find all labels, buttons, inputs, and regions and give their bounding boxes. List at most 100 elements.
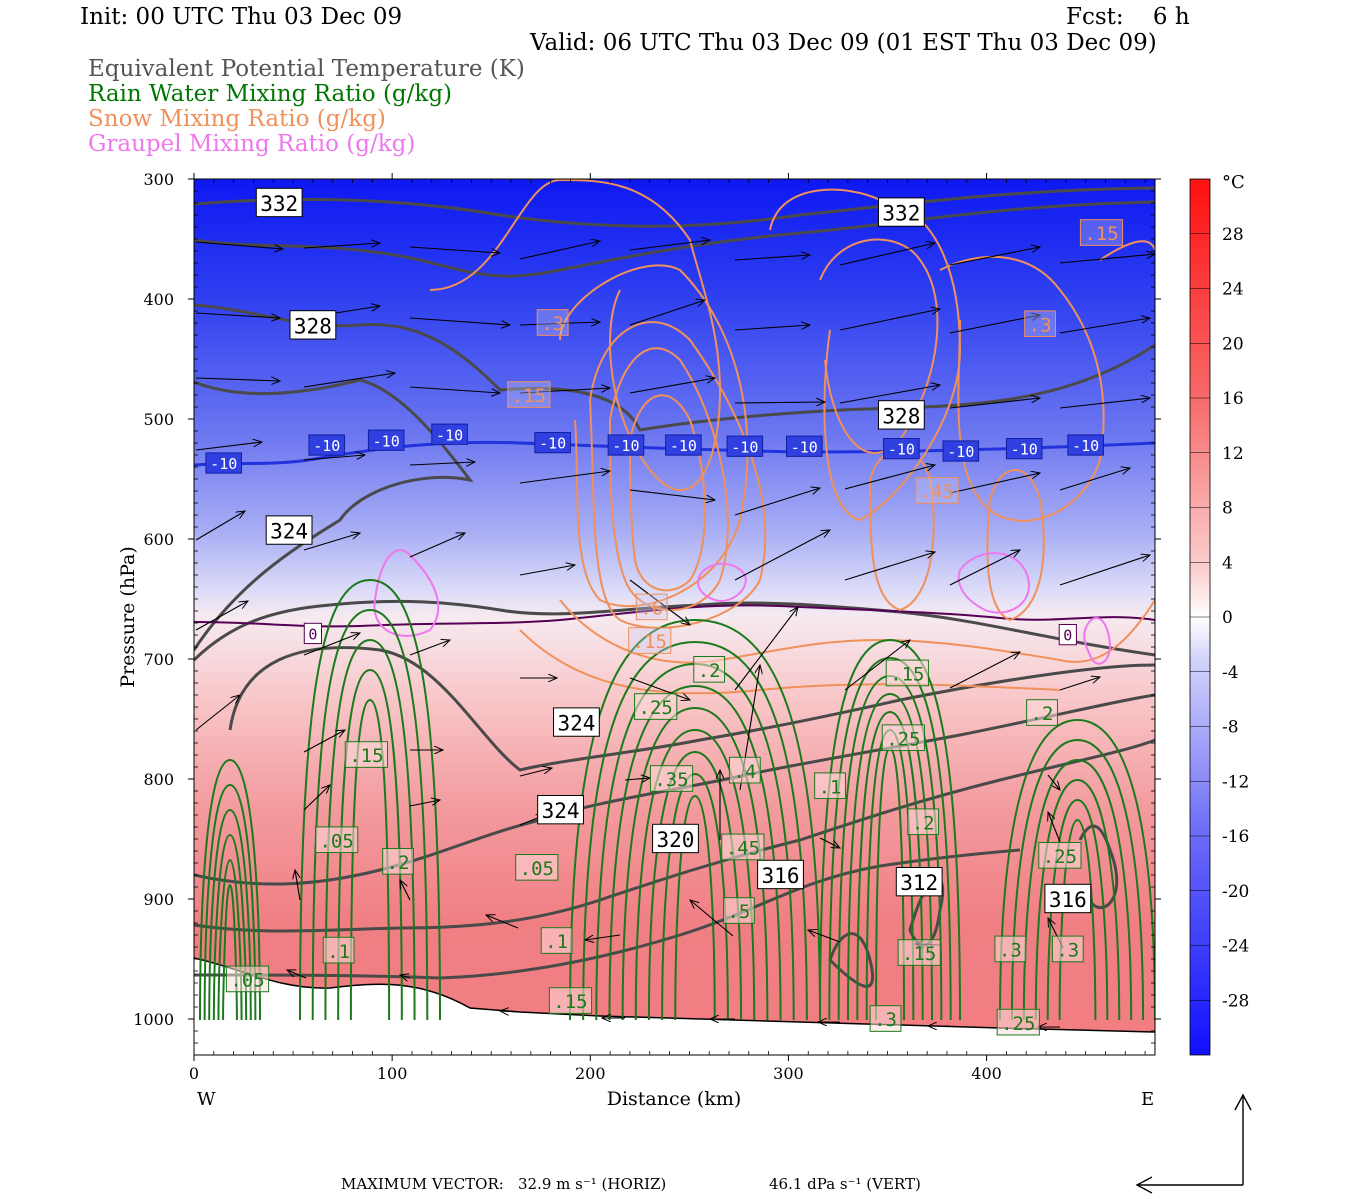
wind-vector xyxy=(400,975,411,978)
wind-vector xyxy=(1059,318,1150,334)
rain-label-box xyxy=(728,756,761,784)
wind-vector xyxy=(195,601,248,631)
wind-vector xyxy=(734,530,830,581)
rain-label: .2 xyxy=(912,812,935,834)
rain-label: .15 xyxy=(890,664,924,686)
colorbar-tick-label: 28 xyxy=(1222,225,1244,245)
rain-label-box xyxy=(1038,842,1082,869)
wind-vector xyxy=(303,633,360,656)
rain-label: .05 xyxy=(520,858,554,880)
wind-vector xyxy=(734,488,820,516)
wind-vector xyxy=(808,930,841,943)
y-tick-label: 400 xyxy=(143,290,174,309)
wind-vector xyxy=(629,300,705,326)
wind-vector xyxy=(400,880,411,901)
isotherm-label-box xyxy=(607,434,645,456)
isotherm-label: -10 xyxy=(1072,437,1099,455)
y-tick-label: 1000 xyxy=(133,1010,174,1029)
wind-vector xyxy=(303,730,345,753)
contour-line xyxy=(519,629,1061,695)
contour-line xyxy=(203,783,257,1021)
wind-vector xyxy=(519,322,600,325)
wind-vector xyxy=(949,652,1020,689)
contour-line xyxy=(228,646,1155,772)
rain-label: .45 xyxy=(726,838,760,860)
y-axis-label: Pressure (hPa) xyxy=(117,546,139,688)
rain-label-box xyxy=(814,772,846,800)
contour-line xyxy=(208,808,252,1021)
wind-vector xyxy=(287,970,307,979)
isotherm-label-box xyxy=(883,438,920,460)
rain-label: .25 xyxy=(1001,1013,1035,1035)
contour-line xyxy=(629,394,706,592)
contour-line xyxy=(697,562,747,602)
contour-line xyxy=(299,578,441,1021)
snow-label-box xyxy=(1024,310,1056,338)
isotherm-label-box xyxy=(665,434,702,456)
contour-line xyxy=(324,638,416,1021)
contour-line xyxy=(828,932,875,988)
rain-label: .15 xyxy=(902,943,936,965)
theta-e-label-box xyxy=(652,823,699,854)
colorbar-tick-label: -20 xyxy=(1222,882,1249,902)
theta-e-label: 324 xyxy=(270,520,308,544)
isotherm-label-box xyxy=(205,452,243,474)
rain-label-box xyxy=(344,741,388,768)
rain-label-box xyxy=(721,833,765,861)
valid-time: Valid: 06 UTC Thu 03 Dec 09 (01 EST Thu … xyxy=(530,30,1157,56)
rain-label: .35 xyxy=(654,769,688,791)
theta-e-label: 324 xyxy=(557,712,595,736)
reference-vector xyxy=(1135,1093,1252,1194)
theta-e-label: 332 xyxy=(260,192,298,216)
contour-line xyxy=(559,264,749,608)
rain-label-box xyxy=(382,848,414,875)
contour-line xyxy=(986,469,1045,622)
rain-label-box xyxy=(907,808,940,836)
contour-line xyxy=(194,200,1155,278)
isotherm-label: -10 xyxy=(313,437,340,455)
rain-label-box xyxy=(1026,699,1058,726)
wind-vector xyxy=(409,317,510,325)
snow-label-box xyxy=(536,309,569,336)
colorbar-tick-label: 12 xyxy=(1222,444,1244,464)
contour-line xyxy=(582,640,808,1021)
isotherm-label: -10 xyxy=(791,438,818,456)
rain-label: .5 xyxy=(727,901,750,923)
theta-e-label-box xyxy=(877,400,925,430)
snow-label-box xyxy=(628,627,672,654)
wind-vector xyxy=(839,309,940,331)
colorbar-unit: °C xyxy=(1222,172,1245,193)
theta-e-label-box xyxy=(289,310,337,340)
wind-vector xyxy=(303,243,380,249)
wind-vector xyxy=(303,533,360,551)
rain-label: .3 xyxy=(874,1009,897,1031)
wind-vector xyxy=(844,465,935,490)
wind-vector xyxy=(519,768,552,777)
colorbar-tick-label: 16 xyxy=(1222,389,1244,409)
contour-line xyxy=(1010,738,1145,1021)
contour-line xyxy=(373,549,440,637)
rain-label: .3 xyxy=(1056,940,1079,962)
isotherm-label-box xyxy=(1067,434,1104,456)
wind-vector xyxy=(629,677,690,700)
east-label: E xyxy=(1141,1089,1154,1110)
contour-line xyxy=(647,750,743,1021)
y-tick-label: 500 xyxy=(143,410,174,429)
rain-label: .25 xyxy=(1043,846,1077,868)
snow-label: .3 xyxy=(541,313,564,335)
rain-label-box xyxy=(515,854,559,881)
contour-line xyxy=(1034,778,1121,1021)
colorbar-tick-label: -28 xyxy=(1222,991,1249,1011)
rain-label-box xyxy=(885,659,929,687)
wind-vector xyxy=(409,386,500,393)
max-vector-horiz: 32.9 m s⁻¹ (HORIZ) xyxy=(518,1175,667,1193)
contour-line xyxy=(819,638,961,1021)
wind-vector xyxy=(690,900,734,937)
wind-vector xyxy=(195,695,240,731)
wind-vector xyxy=(195,241,283,249)
wind-vector xyxy=(819,837,840,848)
isotherm-label: -10 xyxy=(1011,441,1038,459)
contour-line xyxy=(634,728,756,1021)
theta-e-label: 316 xyxy=(762,864,800,888)
isotherm-label-box xyxy=(726,435,764,457)
